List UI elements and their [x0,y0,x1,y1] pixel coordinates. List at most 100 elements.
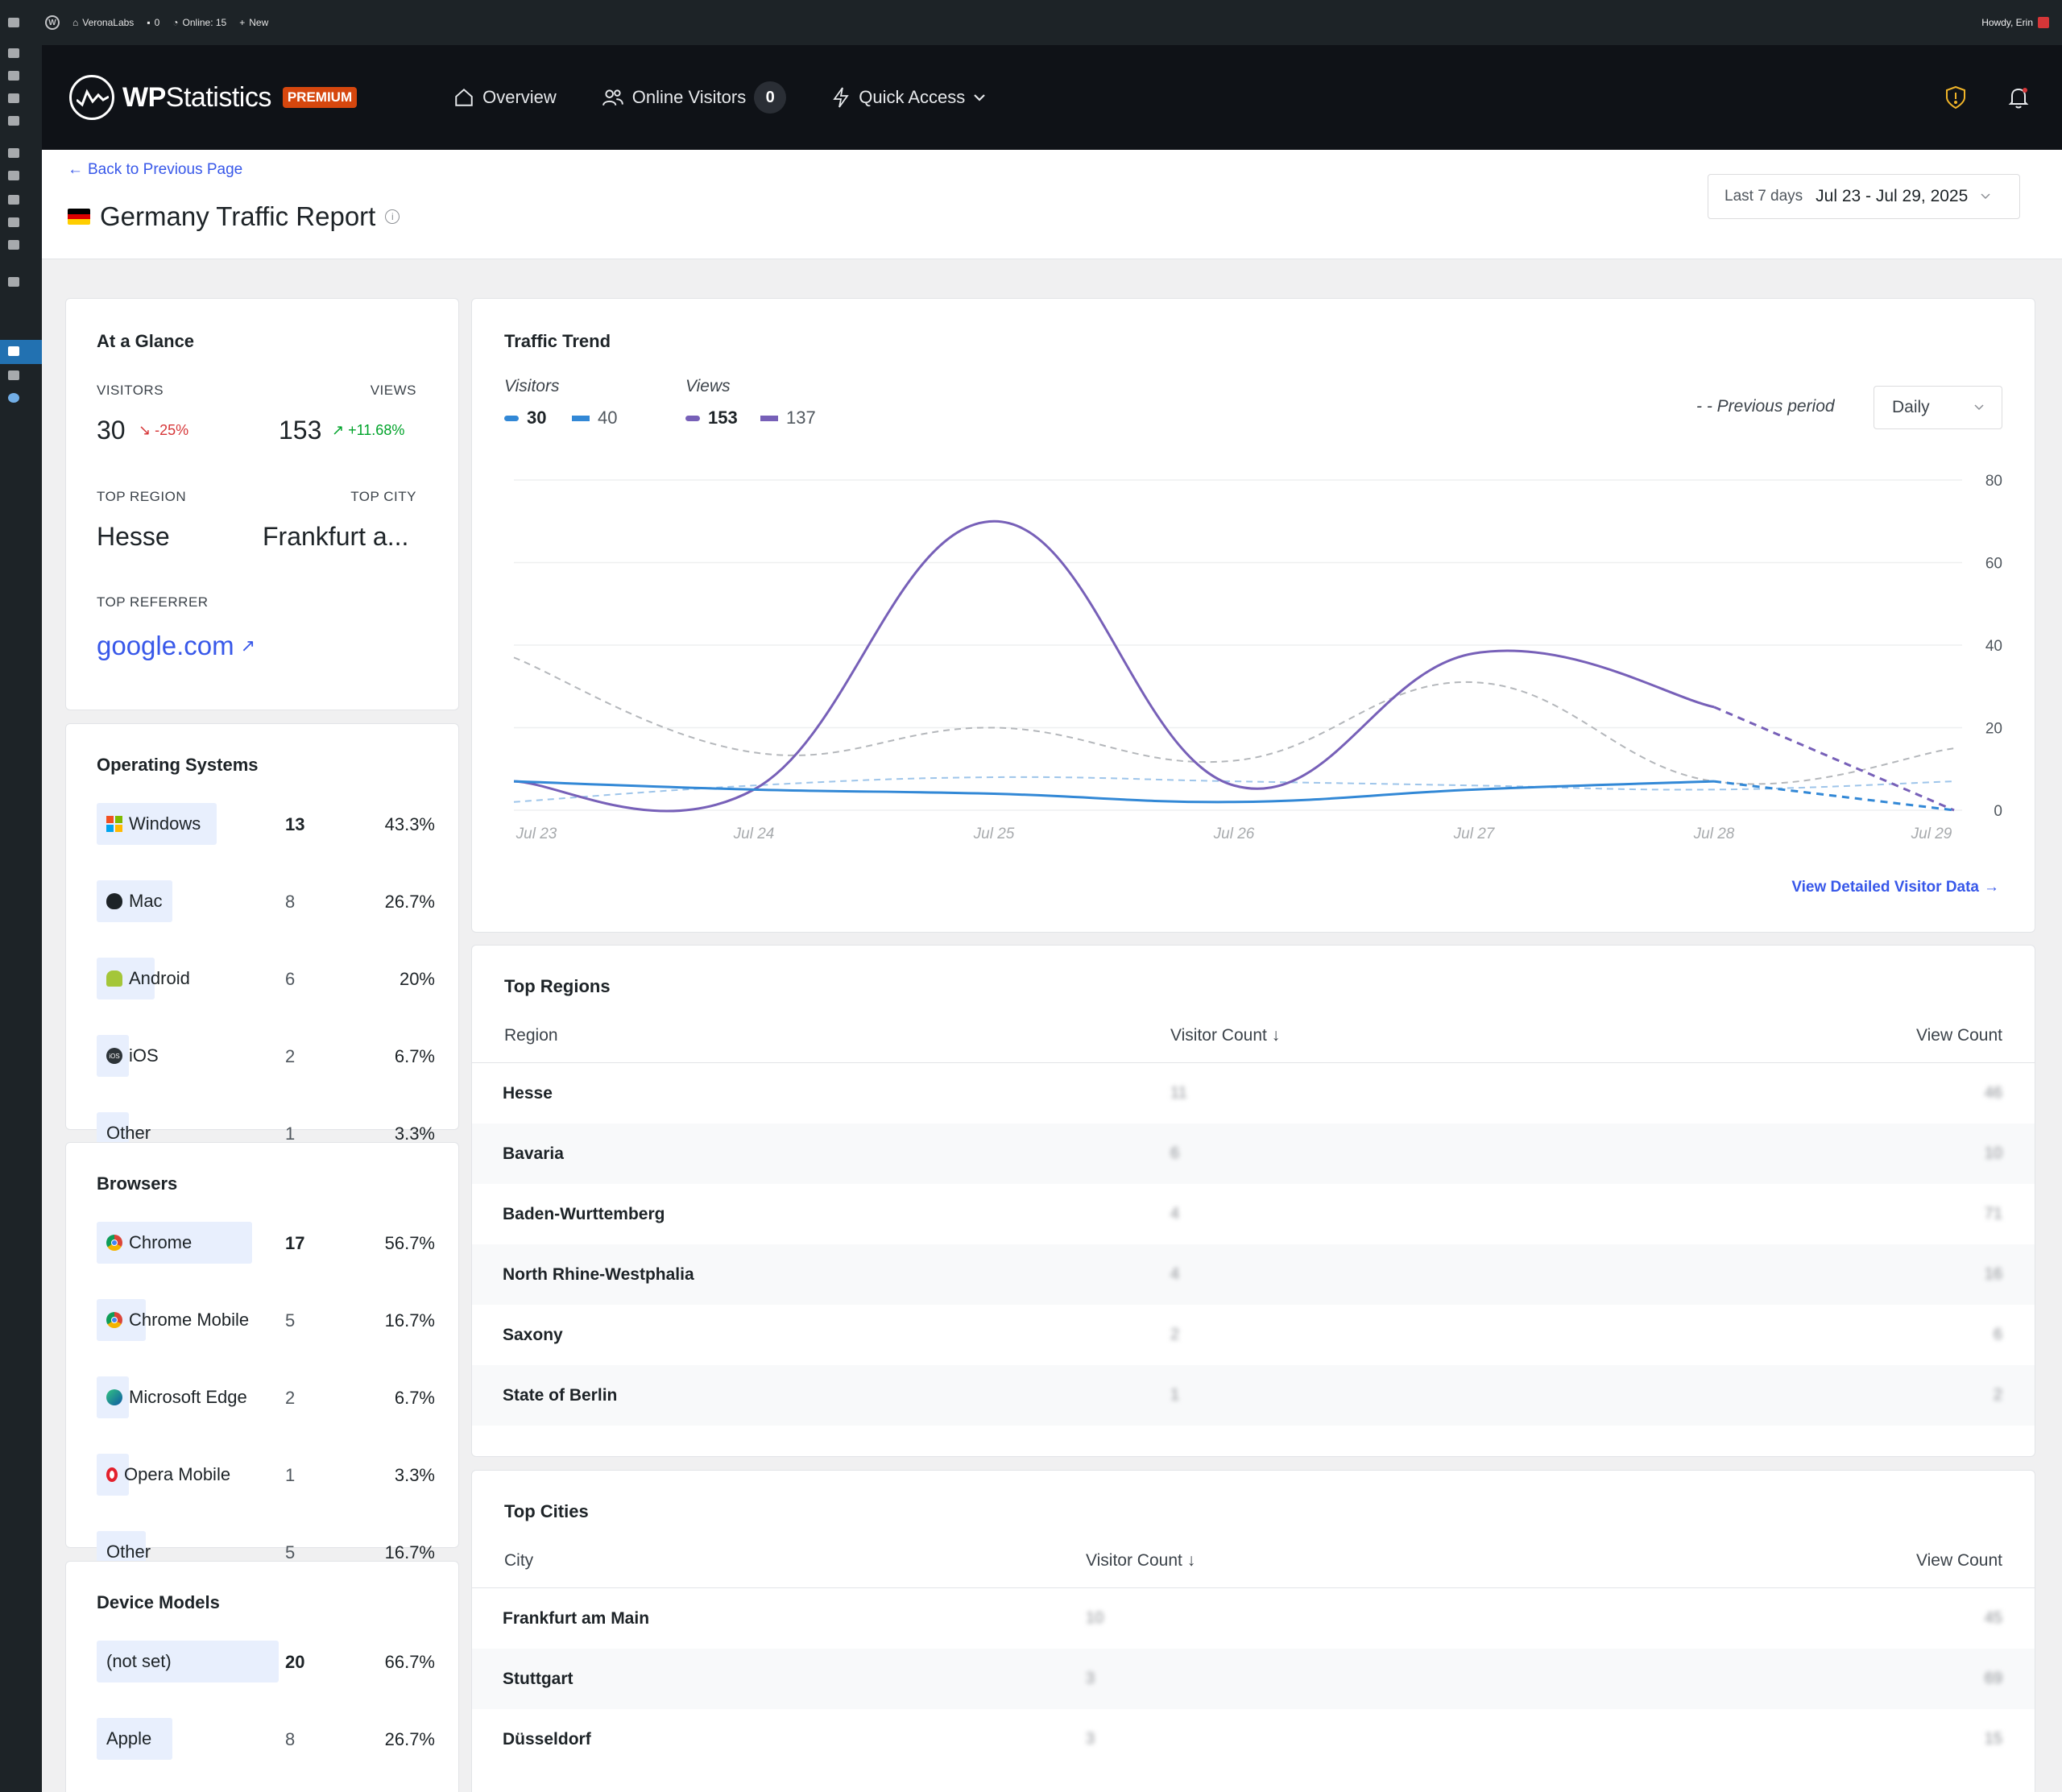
item-percent: 16.7% [384,1310,435,1331]
list-item[interactable]: Android 6 20% [97,958,435,999]
legend-visitors-current[interactable]: 30 [504,408,546,428]
bell-icon[interactable] [2007,85,2030,110]
nav-overview[interactable]: Overview [453,87,557,108]
back-link[interactable]: ← Back to Previous Page [68,161,243,178]
table-row[interactable]: Baden-Wurttemberg 4 71 [472,1184,2035,1244]
settings-icon[interactable] [8,240,19,250]
sidebar-active-item[interactable] [0,340,42,364]
mail-icon[interactable] [8,277,19,287]
date-range-picker[interactable]: Last 7 days Jul 23 - Jul 29, 2025 [1708,174,2020,219]
traffic-trend-chart[interactable]: 0 20 40 60 80 Jul 23 Jul 24 Jul 25 Jul 26 Jul 27 J… [472,460,2036,846]
admin-bar-online[interactable]: ◔ Online: 15 [172,17,227,28]
series-line-views[interactable] [513,519,1715,813]
y-tick-label: 80 [1985,473,2002,490]
circle-icon[interactable] [8,393,19,403]
legend-swatch [504,415,519,421]
series-line-visitors-partial[interactable] [1713,780,1955,812]
top-referrer-link[interactable]: google.com ↗ [97,631,256,660]
tools-icon[interactable] [8,217,19,227]
admin-bar-site[interactable]: ⌂ VeronaLabs [72,17,135,28]
top-city-value: Frankfurt a... [263,522,409,551]
legend-views-previous[interactable]: 137 [760,408,816,428]
list-item[interactable]: Microsoft Edge 2 6.7% [97,1376,435,1418]
list-item[interactable]: Chrome Mobile 5 16.7% [97,1299,435,1341]
table-row[interactable]: Hesse 11 46 [472,1063,2035,1124]
media-icon[interactable] [8,71,19,81]
sort-down-icon: ↓ [1186,1551,1196,1570]
table-row[interactable]: Stuttgart 3 69 [472,1649,2035,1709]
share-bar [97,1222,252,1264]
arrow-left-icon: ← [68,161,83,178]
view-detailed-visitor-data-link[interactable]: View Detailed Visitor Data → [1791,879,1999,896]
admin-bar-comments[interactable]: ▪ 0 [147,17,160,28]
series-line-visitors-previous[interactable] [513,776,1955,803]
table-row[interactable]: Frankfurt am Main 10 45 [472,1588,2035,1649]
table-row[interactable]: State of Berlin 1 2 [472,1365,2035,1426]
list-item[interactable]: iOS iOS 2 6.7% [97,1035,435,1077]
item-label: Other [106,1542,151,1562]
list-item[interactable]: Chrome 17 56.7% [97,1222,435,1264]
interval-select[interactable]: Daily [1874,386,2002,429]
list-item[interactable]: Windows 13 43.3% [97,803,435,845]
row-visitor-count: 2 [1170,1326,1180,1343]
comments-icon[interactable] [8,116,19,126]
info-icon[interactable]: i [385,209,400,224]
item-count: 5 [285,1542,296,1562]
row-name: Stuttgart [503,1670,573,1688]
shield-alert-icon[interactable] [1944,85,1967,110]
series-line-views-previous[interactable] [513,656,1955,785]
col-city[interactable]: City [504,1551,534,1570]
row-name: State of Berlin [503,1386,618,1405]
top-regions-card: Top Regions Region Visitor Count ↓ View … [471,945,2035,1457]
table-row[interactable]: Düsseldorf 3 15 [472,1709,2035,1769]
wp-statistics-logo[interactable]: WPStatistics PREMIUM [69,75,358,120]
list-item[interactable]: Opera Mobile 1 3.3% [97,1454,435,1496]
col-view-count[interactable]: View Count [1915,1026,2002,1045]
col-visitor-count[interactable]: Visitor Count ↓ [1170,1026,1281,1045]
legend-visitors-previous[interactable]: 40 [572,408,617,428]
pages-icon[interactable] [8,93,19,103]
col-view-count[interactable]: View Count [1915,1551,2002,1570]
users-icon[interactable] [8,195,19,205]
statistics-icon[interactable] [8,346,19,356]
series-line-views-partial[interactable] [1713,706,1955,812]
legend-swatch [572,415,590,421]
appearance-icon[interactable] [8,148,19,158]
item-label: iOS [129,1045,159,1066]
admin-bar-account[interactable]: Howdy, Erin [1981,17,2049,28]
list-item[interactable]: Apple 8 26.7% [97,1718,435,1760]
edge-icon [106,1389,122,1405]
visitors-change: ↘ -25% [139,422,189,438]
item-label: (not set) [106,1651,172,1671]
table-row[interactable]: Bavaria 6 10 [472,1124,2035,1184]
top-cities-card: Top Cities City Visitor Count ↓ View Cou… [471,1470,2035,1792]
users-icon [602,89,623,106]
share-bar [97,1718,172,1760]
row-visitor-count: 1 [1170,1386,1180,1404]
table-row[interactable]: Saxony 2 6 [472,1305,2035,1365]
legend-views-current[interactable]: 153 [685,408,738,428]
col-region[interactable]: Region [504,1026,558,1045]
col-visitor-count[interactable]: Visitor Count ↓ [1086,1551,1196,1570]
device-models-card: Device Models (not set) 20 66.7% Apple 8 26.7… [65,1561,459,1792]
nav-quick-access[interactable]: Quick Access [831,86,986,109]
row-visitor-count: 4 [1170,1205,1180,1223]
admin-bar-new[interactable]: + New [239,17,269,28]
row-name: Frankfurt am Main [503,1609,650,1628]
chart-icon[interactable] [8,370,19,380]
arrow-down-icon: ↘ [139,422,151,438]
pin-icon[interactable] [8,48,19,58]
table-row[interactable]: North Rhine-Westphalia 4 16 [472,1244,2035,1305]
plugins-icon[interactable] [8,171,19,180]
wordpress-icon[interactable]: W [45,15,60,30]
item-count: 20 [285,1652,305,1672]
traffic-trend-card: Traffic Trend Visitors Views 30 40 153 1… [471,298,2035,933]
home-icon: ⌂ [72,17,79,28]
list-item[interactable]: (not set) 20 66.7% [97,1641,435,1682]
dashboard-icon[interactable] [8,18,19,27]
series-line-visitors[interactable] [513,780,1715,804]
android-icon [106,970,122,987]
list-item[interactable]: Mac 8 26.7% [97,880,435,922]
row-view-count: 16 [1984,1265,2002,1283]
nav-online-visitors[interactable]: Online Visitors 0 [602,81,787,114]
